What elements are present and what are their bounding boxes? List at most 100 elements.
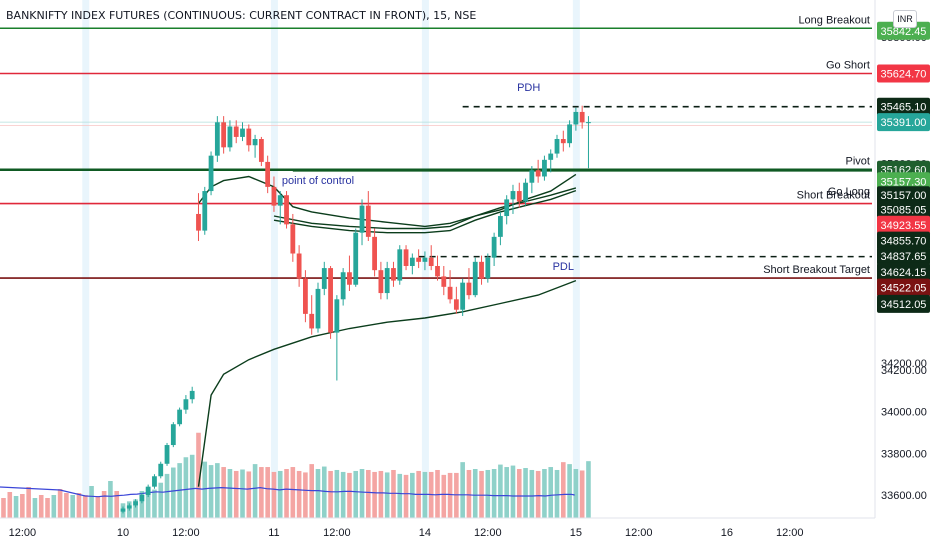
volume-bar: [435, 469, 440, 518]
price-tag: [877, 231, 930, 250]
candle-body: [460, 282, 466, 310]
volume-bar: [410, 472, 415, 518]
candles: [120, 105, 591, 514]
volume-bar: [516, 469, 522, 518]
price-levels: Long Breakout Go Short Pivot Short Breakout…: [0, 14, 872, 279]
candle-body: [315, 288, 321, 329]
candle-body: [189, 390, 195, 400]
candle-body: [321, 268, 327, 289]
candle-body: [567, 124, 572, 144]
price-tag-label: 34624.15: [881, 267, 927, 279]
x-tick-label: 12:00: [776, 527, 804, 539]
volume-bar: [554, 469, 560, 518]
candle-body: [428, 257, 434, 266]
volume-bar: [510, 465, 516, 518]
vwap-line-inner: [273, 189, 577, 234]
volume-bar: [466, 469, 472, 518]
volume-bar: [447, 472, 453, 518]
volume-bar: [460, 462, 465, 518]
level-label: Short Breakout: [797, 190, 870, 202]
candle-body: [183, 399, 189, 410]
x-tick-label: 16: [721, 527, 733, 539]
candle-body: [378, 270, 384, 294]
price-tag: [877, 262, 930, 281]
volume-bar: [101, 491, 107, 518]
volume-bar: [1, 498, 6, 518]
candle-body: [466, 282, 472, 296]
candle-body: [529, 170, 535, 183]
volume-bar: [51, 495, 57, 518]
volume-bar: [479, 470, 484, 518]
candle-body: [246, 128, 252, 146]
price-tag: [877, 247, 930, 266]
volume-bar: [189, 454, 195, 518]
candle-body: [164, 445, 170, 464]
time-axis-bg: [0, 518, 875, 550]
volume-bar: [76, 493, 82, 518]
volume-bar: [535, 470, 541, 518]
volume-bar: [567, 464, 572, 518]
volume-bar: [391, 469, 396, 518]
candle-body: [479, 261, 484, 279]
candle-body: [579, 111, 585, 123]
candle-body: [586, 122, 591, 124]
volume-bar: [221, 467, 226, 518]
candle-body: [491, 236, 497, 258]
volume-bar: [472, 469, 478, 518]
price-tag-label: 34855.70: [881, 236, 927, 248]
volume-bar: [498, 464, 503, 518]
x-tick-label: 14: [419, 527, 431, 539]
volume-bar: [158, 482, 164, 518]
candle-body: [233, 126, 239, 137]
vwap-lower-band: [197, 279, 577, 487]
volume-bar: [454, 472, 459, 518]
session-start-band: [270, 0, 278, 518]
y-tick-label: 33800.00: [881, 448, 927, 460]
volume-bar: [82, 495, 88, 518]
candle-body: [277, 195, 283, 206]
volume-bar: [548, 467, 554, 518]
candle-body: [397, 249, 403, 281]
candle-body: [177, 409, 183, 425]
candle-body: [510, 191, 516, 200]
candle-body: [252, 139, 258, 146]
x-tick-label: 15: [570, 527, 582, 539]
volume-bar: [315, 469, 321, 518]
volume-bar: [277, 470, 283, 518]
chart-annotation: PDH: [517, 82, 540, 94]
candle-body: [372, 236, 377, 271]
currency-button[interactable]: INR: [893, 10, 917, 28]
candle-body: [158, 463, 164, 477]
price-tag-label: 35842.45: [881, 26, 927, 38]
volume-bar: [397, 473, 403, 518]
candle-body: [498, 216, 503, 237]
price-tag-label: 34522.05: [881, 283, 927, 295]
price-tag-label: 34512.05: [881, 299, 927, 311]
volume-bar: [561, 462, 566, 518]
y-tick-label: 34200.00: [881, 365, 927, 377]
price-tag-label: 34837.65: [881, 251, 927, 263]
candle-body: [485, 257, 491, 279]
volume-bar: [340, 471, 346, 518]
volume-bar: [240, 469, 245, 518]
price-tag-label: 35157.30: [881, 176, 927, 188]
candle-body: [554, 139, 560, 154]
y-tick-label: 33600.00: [881, 490, 927, 502]
volume-bar: [504, 467, 509, 518]
session-start-band: [82, 0, 90, 518]
volume-bar: [57, 489, 63, 518]
volume-bar: [523, 468, 528, 518]
volume-bars: [1, 432, 591, 518]
candle-body: [347, 272, 352, 285]
candle-body: [447, 286, 453, 300]
volume-bar: [7, 492, 13, 518]
candle-body: [202, 191, 208, 231]
volume-bar: [321, 466, 327, 518]
candle-body: [353, 232, 359, 285]
candle-body: [573, 111, 579, 125]
candle-body: [290, 224, 296, 254]
volume-ma-line: [0, 486, 575, 498]
volume-bar: [227, 469, 233, 518]
x-tick-label: 12:00: [625, 527, 653, 539]
